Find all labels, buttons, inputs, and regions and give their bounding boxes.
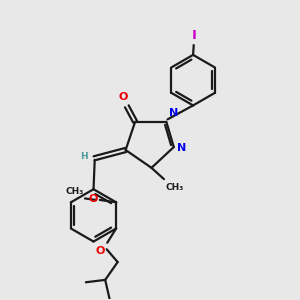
Text: I: I bbox=[192, 29, 197, 42]
Text: CH₃: CH₃ bbox=[65, 187, 83, 196]
Text: O: O bbox=[95, 246, 105, 256]
Text: O: O bbox=[118, 92, 128, 102]
Text: N: N bbox=[169, 108, 178, 118]
Text: H: H bbox=[80, 152, 88, 161]
Text: N: N bbox=[177, 142, 187, 153]
Text: CH₃: CH₃ bbox=[166, 183, 184, 192]
Text: O: O bbox=[88, 194, 98, 204]
